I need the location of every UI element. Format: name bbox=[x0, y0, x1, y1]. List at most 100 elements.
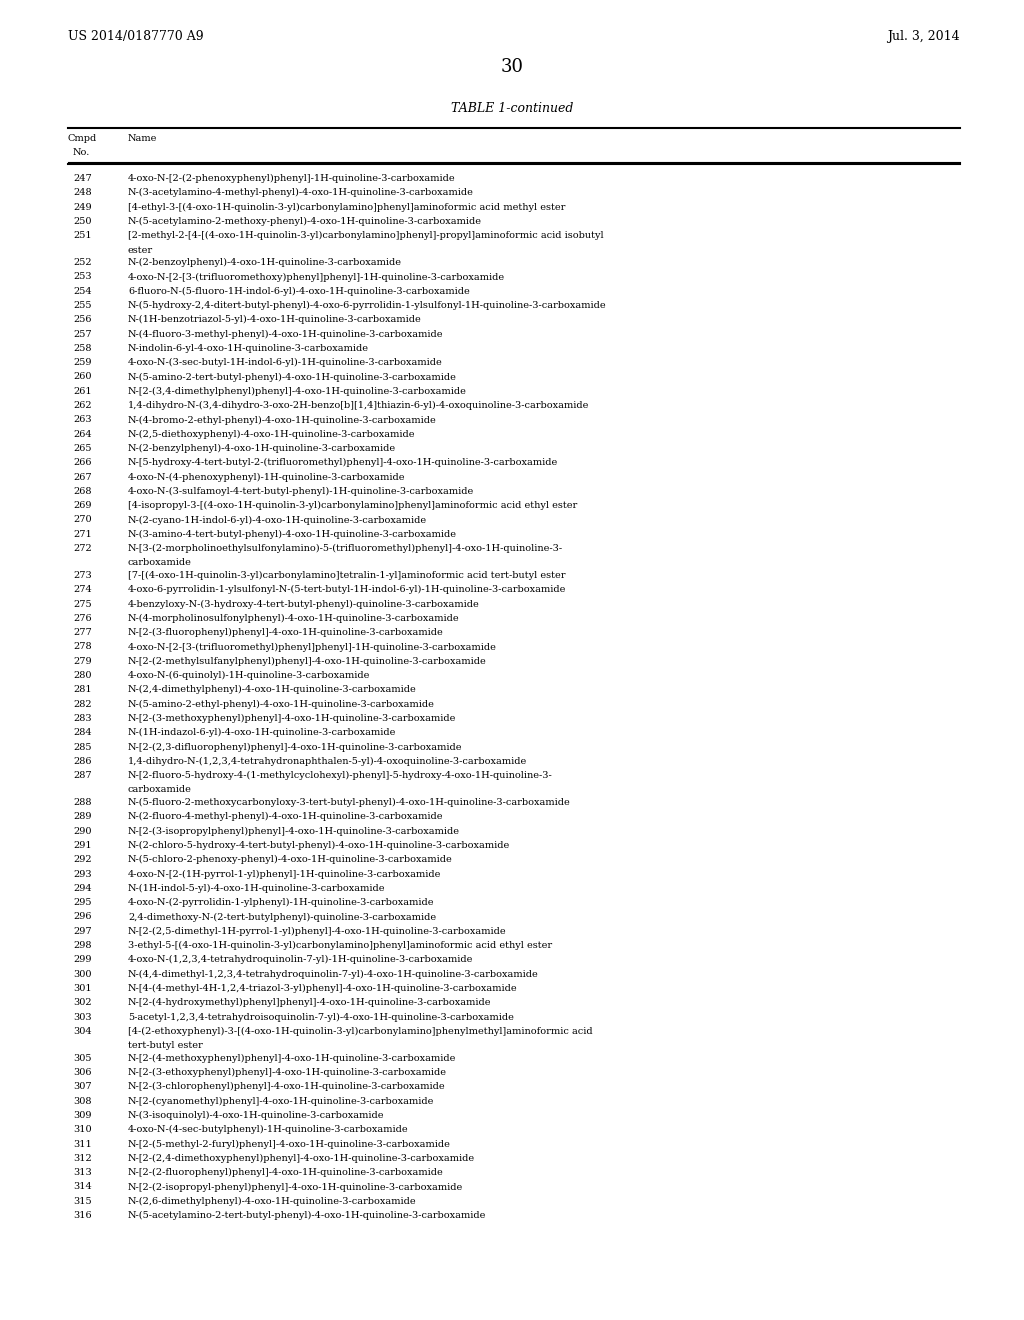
Text: 3-ethyl-5-[(4-oxo-1H-quinolin-3-yl)carbonylamino]phenyl]aminoformic acid ethyl e: 3-ethyl-5-[(4-oxo-1H-quinolin-3-yl)carbo… bbox=[128, 941, 552, 950]
Text: N-[2-(3-fluorophenyl)phenyl]-4-oxo-1H-quinoline-3-carboxamide: N-[2-(3-fluorophenyl)phenyl]-4-oxo-1H-qu… bbox=[128, 628, 443, 638]
Text: 294: 294 bbox=[73, 884, 91, 892]
Text: 4-oxo-N-[2-[3-(trifluoromethoxy)phenyl]phenyl]-1H-quinoline-3-carboxamide: 4-oxo-N-[2-[3-(trifluoromethoxy)phenyl]p… bbox=[128, 272, 505, 281]
Text: 247: 247 bbox=[73, 174, 92, 183]
Text: N-[3-(2-morpholinoethylsulfonylamino)-5-(trifluoromethyl)phenyl]-4-oxo-1H-quinol: N-[3-(2-morpholinoethylsulfonylamino)-5-… bbox=[128, 544, 563, 553]
Text: 252: 252 bbox=[73, 259, 91, 267]
Text: 251: 251 bbox=[73, 231, 91, 240]
Text: N-(1H-benzotriazol-5-yl)-4-oxo-1H-quinoline-3-carboxamide: N-(1H-benzotriazol-5-yl)-4-oxo-1H-quinol… bbox=[128, 315, 422, 325]
Text: N-[5-hydroxy-4-tert-butyl-2-(trifluoromethyl)phenyl]-4-oxo-1H-quinoline-3-carbox: N-[5-hydroxy-4-tert-butyl-2-(trifluorome… bbox=[128, 458, 558, 467]
Text: 265: 265 bbox=[73, 444, 91, 453]
Text: 273: 273 bbox=[73, 572, 92, 579]
Text: 4-oxo-N-[2-(2-phenoxyphenyl)phenyl]-1H-quinoline-3-carboxamide: 4-oxo-N-[2-(2-phenoxyphenyl)phenyl]-1H-q… bbox=[128, 174, 456, 183]
Text: 4-oxo-N-(6-quinolyl)-1H-quinoline-3-carboxamide: 4-oxo-N-(6-quinolyl)-1H-quinoline-3-carb… bbox=[128, 671, 371, 680]
Text: 314: 314 bbox=[73, 1183, 92, 1192]
Text: 266: 266 bbox=[73, 458, 91, 467]
Text: 301: 301 bbox=[73, 983, 91, 993]
Text: 249: 249 bbox=[73, 202, 91, 211]
Text: 312: 312 bbox=[73, 1154, 92, 1163]
Text: 4-oxo-N-(1,2,3,4-tetrahydroquinolin-7-yl)-1H-quinoline-3-carboxamide: 4-oxo-N-(1,2,3,4-tetrahydroquinolin-7-yl… bbox=[128, 956, 473, 965]
Text: Name: Name bbox=[128, 135, 158, 143]
Text: N-(2-benzoylphenyl)-4-oxo-1H-quinoline-3-carboxamide: N-(2-benzoylphenyl)-4-oxo-1H-quinoline-3… bbox=[128, 259, 402, 267]
Text: 309: 309 bbox=[73, 1111, 91, 1119]
Text: tert-butyl ester: tert-butyl ester bbox=[128, 1041, 203, 1051]
Text: N-(5-hydroxy-2,4-ditert-butyl-phenyl)-4-oxo-6-pyrrolidin-1-ylsulfonyl-1H-quinoli: N-(5-hydroxy-2,4-ditert-butyl-phenyl)-4-… bbox=[128, 301, 606, 310]
Text: 272: 272 bbox=[73, 544, 92, 553]
Text: carboxamide: carboxamide bbox=[128, 558, 191, 568]
Text: 263: 263 bbox=[73, 416, 91, 425]
Text: 289: 289 bbox=[73, 812, 91, 821]
Text: 286: 286 bbox=[73, 756, 91, 766]
Text: 306: 306 bbox=[73, 1068, 91, 1077]
Text: 310: 310 bbox=[73, 1125, 91, 1134]
Text: [4-ethyl-3-[(4-oxo-1H-quinolin-3-yl)carbonylamino]phenyl]aminoformic acid methyl: [4-ethyl-3-[(4-oxo-1H-quinolin-3-yl)carb… bbox=[128, 202, 565, 211]
Text: 290: 290 bbox=[73, 826, 91, 836]
Text: 2,4-dimethoxy-N-(2-tert-butylphenyl)-quinoline-3-carboxamide: 2,4-dimethoxy-N-(2-tert-butylphenyl)-qui… bbox=[128, 912, 436, 921]
Text: Cmpd: Cmpd bbox=[68, 135, 97, 143]
Text: N-[2-(2,4-dimethoxyphenyl)phenyl]-4-oxo-1H-quinoline-3-carboxamide: N-[2-(2,4-dimethoxyphenyl)phenyl]-4-oxo-… bbox=[128, 1154, 475, 1163]
Text: N-(3-isoquinolyl)-4-oxo-1H-quinoline-3-carboxamide: N-(3-isoquinolyl)-4-oxo-1H-quinoline-3-c… bbox=[128, 1111, 384, 1121]
Text: 268: 268 bbox=[73, 487, 91, 496]
Text: N-(2,5-diethoxyphenyl)-4-oxo-1H-quinoline-3-carboxamide: N-(2,5-diethoxyphenyl)-4-oxo-1H-quinolin… bbox=[128, 430, 416, 438]
Text: 313: 313 bbox=[73, 1168, 92, 1177]
Text: N-[2-(2,5-dimethyl-1H-pyrrol-1-yl)phenyl]-4-oxo-1H-quinoline-3-carboxamide: N-[2-(2,5-dimethyl-1H-pyrrol-1-yl)phenyl… bbox=[128, 927, 507, 936]
Text: N-[2-(4-methoxyphenyl)phenyl]-4-oxo-1H-quinoline-3-carboxamide: N-[2-(4-methoxyphenyl)phenyl]-4-oxo-1H-q… bbox=[128, 1053, 457, 1063]
Text: 1,4-dihydro-N-(3,4-dihydro-3-oxo-2H-benzo[b][1,4]thiazin-6-yl)-4-oxoquinoline-3-: 1,4-dihydro-N-(3,4-dihydro-3-oxo-2H-benz… bbox=[128, 401, 590, 411]
Text: 4-oxo-N-[2-(1H-pyrrol-1-yl)phenyl]-1H-quinoline-3-carboxamide: 4-oxo-N-[2-(1H-pyrrol-1-yl)phenyl]-1H-qu… bbox=[128, 870, 441, 879]
Text: No.: No. bbox=[73, 148, 90, 157]
Text: US 2014/0187770 A9: US 2014/0187770 A9 bbox=[68, 30, 204, 44]
Text: N-[2-(3,4-dimethylphenyl)phenyl]-4-oxo-1H-quinoline-3-carboxamide: N-[2-(3,4-dimethylphenyl)phenyl]-4-oxo-1… bbox=[128, 387, 467, 396]
Text: 297: 297 bbox=[73, 927, 91, 936]
Text: 274: 274 bbox=[73, 585, 92, 594]
Text: N-(2,6-dimethylphenyl)-4-oxo-1H-quinoline-3-carboxamide: N-(2,6-dimethylphenyl)-4-oxo-1H-quinolin… bbox=[128, 1197, 417, 1206]
Text: 300: 300 bbox=[73, 970, 91, 978]
Text: 269: 269 bbox=[73, 502, 91, 511]
Text: N-(5-chloro-2-phenoxy-phenyl)-4-oxo-1H-quinoline-3-carboxamide: N-(5-chloro-2-phenoxy-phenyl)-4-oxo-1H-q… bbox=[128, 855, 453, 865]
Text: [7-[(4-oxo-1H-quinolin-3-yl)carbonylamino]tetralin-1-yl]aminoformic acid tert-bu: [7-[(4-oxo-1H-quinolin-3-yl)carbonylamin… bbox=[128, 572, 565, 579]
Text: N-(2-chloro-5-hydroxy-4-tert-butyl-phenyl)-4-oxo-1H-quinoline-3-carboxamide: N-(2-chloro-5-hydroxy-4-tert-butyl-pheny… bbox=[128, 841, 510, 850]
Text: 305: 305 bbox=[73, 1053, 91, 1063]
Text: N-[2-(3-methoxyphenyl)phenyl]-4-oxo-1H-quinoline-3-carboxamide: N-[2-(3-methoxyphenyl)phenyl]-4-oxo-1H-q… bbox=[128, 714, 457, 723]
Text: [2-methyl-2-[4-[(4-oxo-1H-quinolin-3-yl)carbonylamino]phenyl]-propyl]aminoformic: [2-methyl-2-[4-[(4-oxo-1H-quinolin-3-yl)… bbox=[128, 231, 603, 240]
Text: N-(5-acetylamino-2-tert-butyl-phenyl)-4-oxo-1H-quinoline-3-carboxamide: N-(5-acetylamino-2-tert-butyl-phenyl)-4-… bbox=[128, 1210, 486, 1220]
Text: 257: 257 bbox=[73, 330, 91, 339]
Text: 287: 287 bbox=[73, 771, 91, 780]
Text: 253: 253 bbox=[73, 272, 91, 281]
Text: 270: 270 bbox=[73, 516, 91, 524]
Text: [4-(2-ethoxyphenyl)-3-[(4-oxo-1H-quinolin-3-yl)carbonylamino]phenylmethyl]aminof: [4-(2-ethoxyphenyl)-3-[(4-oxo-1H-quinoli… bbox=[128, 1027, 593, 1036]
Text: 285: 285 bbox=[73, 743, 91, 751]
Text: N-[2-(5-methyl-2-furyl)phenyl]-4-oxo-1H-quinoline-3-carboxamide: N-[2-(5-methyl-2-furyl)phenyl]-4-oxo-1H-… bbox=[128, 1139, 451, 1148]
Text: N-(1H-indazol-6-yl)-4-oxo-1H-quinoline-3-carboxamide: N-(1H-indazol-6-yl)-4-oxo-1H-quinoline-3… bbox=[128, 729, 396, 738]
Text: 4-oxo-N-(2-pyrrolidin-1-ylphenyl)-1H-quinoline-3-carboxamide: 4-oxo-N-(2-pyrrolidin-1-ylphenyl)-1H-qui… bbox=[128, 898, 434, 907]
Text: N-(4-bromo-2-ethyl-phenyl)-4-oxo-1H-quinoline-3-carboxamide: N-(4-bromo-2-ethyl-phenyl)-4-oxo-1H-quin… bbox=[128, 416, 437, 425]
Text: 261: 261 bbox=[73, 387, 91, 396]
Text: N-[2-(2-isopropyl-phenyl)phenyl]-4-oxo-1H-quinoline-3-carboxamide: N-[2-(2-isopropyl-phenyl)phenyl]-4-oxo-1… bbox=[128, 1183, 463, 1192]
Text: 298: 298 bbox=[73, 941, 91, 950]
Text: 271: 271 bbox=[73, 529, 92, 539]
Text: carboxamide: carboxamide bbox=[128, 785, 191, 795]
Text: 4-oxo-N-(4-phenoxyphenyl)-1H-quinoline-3-carboxamide: 4-oxo-N-(4-phenoxyphenyl)-1H-quinoline-3… bbox=[128, 473, 406, 482]
Text: 267: 267 bbox=[73, 473, 91, 482]
Text: [4-isopropyl-3-[(4-oxo-1H-quinolin-3-yl)carbonylamino]phenyl]aminoformic acid et: [4-isopropyl-3-[(4-oxo-1H-quinolin-3-yl)… bbox=[128, 502, 578, 511]
Text: N-(3-acetylamino-4-methyl-phenyl)-4-oxo-1H-quinoline-3-carboxamide: N-(3-acetylamino-4-methyl-phenyl)-4-oxo-… bbox=[128, 189, 474, 198]
Text: 277: 277 bbox=[73, 628, 92, 638]
Text: N-(2,4-dimethylphenyl)-4-oxo-1H-quinoline-3-carboxamide: N-(2,4-dimethylphenyl)-4-oxo-1H-quinolin… bbox=[128, 685, 417, 694]
Text: 279: 279 bbox=[73, 657, 91, 665]
Text: 316: 316 bbox=[73, 1210, 91, 1220]
Text: 4-benzyloxy-N-(3-hydroxy-4-tert-butyl-phenyl)-quinoline-3-carboxamide: 4-benzyloxy-N-(3-hydroxy-4-tert-butyl-ph… bbox=[128, 599, 480, 609]
Text: 283: 283 bbox=[73, 714, 91, 723]
Text: 256: 256 bbox=[73, 315, 91, 325]
Text: TABLE 1-continued: TABLE 1-continued bbox=[451, 102, 573, 115]
Text: 262: 262 bbox=[73, 401, 91, 411]
Text: 1,4-dihydro-N-(1,2,3,4-tetrahydronaphthalen-5-yl)-4-oxoquinoline-3-carboxamide: 1,4-dihydro-N-(1,2,3,4-tetrahydronaphtha… bbox=[128, 756, 527, 766]
Text: N-(5-fluoro-2-methoxycarbonyloxy-3-tert-butyl-phenyl)-4-oxo-1H-quinoline-3-carbo: N-(5-fluoro-2-methoxycarbonyloxy-3-tert-… bbox=[128, 799, 570, 807]
Text: 264: 264 bbox=[73, 430, 91, 438]
Text: 302: 302 bbox=[73, 998, 91, 1007]
Text: 30: 30 bbox=[501, 58, 523, 77]
Text: 281: 281 bbox=[73, 685, 91, 694]
Text: N-(2-benzylphenyl)-4-oxo-1H-quinoline-3-carboxamide: N-(2-benzylphenyl)-4-oxo-1H-quinoline-3-… bbox=[128, 444, 396, 453]
Text: 315: 315 bbox=[73, 1197, 91, 1205]
Text: 254: 254 bbox=[73, 286, 91, 296]
Text: 284: 284 bbox=[73, 729, 91, 738]
Text: N-[2-(2-methylsulfanylphenyl)phenyl]-4-oxo-1H-quinoline-3-carboxamide: N-[2-(2-methylsulfanylphenyl)phenyl]-4-o… bbox=[128, 657, 486, 665]
Text: N-[2-(3-ethoxyphenyl)phenyl]-4-oxo-1H-quinoline-3-carboxamide: N-[2-(3-ethoxyphenyl)phenyl]-4-oxo-1H-qu… bbox=[128, 1068, 447, 1077]
